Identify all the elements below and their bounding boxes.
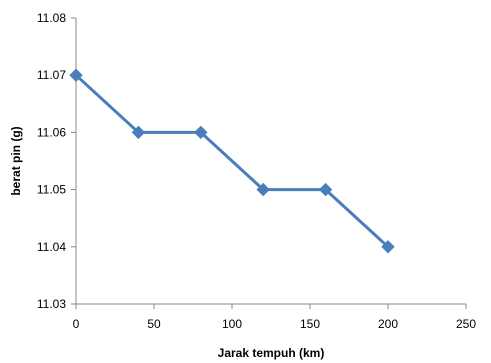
x-tick-label: 100 — [222, 317, 242, 331]
y-axis-title: berat pin (g) — [9, 126, 23, 195]
x-axis-title: Jarak tempuh (km) — [218, 346, 325, 360]
x-tick-label: 200 — [378, 317, 398, 331]
y-tick-label: 11.05 — [37, 183, 66, 197]
y-tick-group: 11.03 11.04 11.05 11.06 11.07 11.08 — [37, 11, 76, 311]
y-tick-label: 11.06 — [37, 125, 66, 139]
y-tick-label: 11.08 — [37, 11, 66, 25]
x-tick-label: 150 — [300, 317, 320, 331]
series-group — [70, 69, 394, 253]
x-tick-label: 250 — [456, 317, 476, 331]
x-tick-label: 0 — [73, 317, 80, 331]
x-tick-group: 0 50 100 150 200 250 — [73, 304, 477, 331]
y-tick-label: 11.03 — [37, 297, 66, 311]
y-tick-label: 11.04 — [37, 240, 66, 254]
chart-axes — [76, 18, 466, 304]
series-line — [76, 75, 388, 247]
y-tick-label: 11.07 — [37, 68, 66, 82]
x-tick-label: 50 — [147, 317, 161, 331]
